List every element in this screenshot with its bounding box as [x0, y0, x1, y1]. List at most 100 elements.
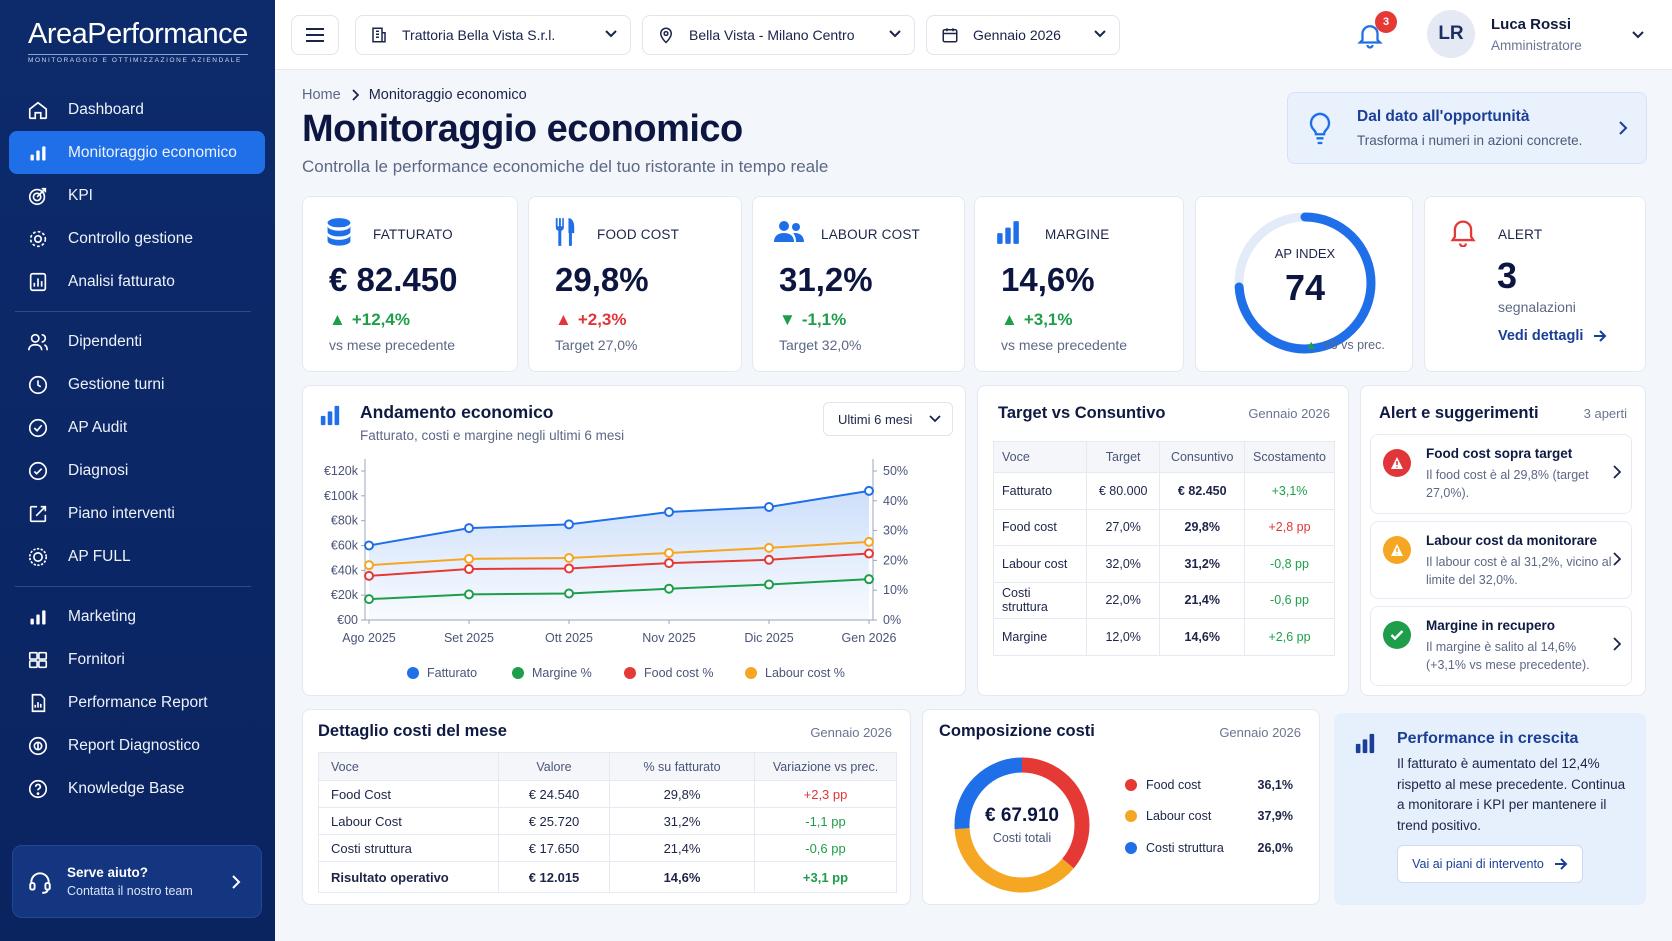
y-tick-label-left: €20k: [331, 588, 359, 602]
period-value: Gennaio 2026: [973, 27, 1061, 43]
table-cell: +3,1%: [1244, 472, 1335, 510]
column-header: Voce: [318, 752, 499, 781]
edit-icon: [27, 503, 49, 525]
composition-period: Gennaio 2026: [1219, 725, 1301, 740]
kpi-value: 14,6%: [1001, 261, 1095, 298]
nav-divider: [15, 586, 251, 587]
triangle-down-icon: ▼: [779, 310, 796, 329]
location-name: Bella Vista - Milano Centro: [689, 27, 855, 43]
sidebar-item-fornitori[interactable]: Fornitori: [9, 638, 265, 681]
brand-logo[interactable]: AreaPerformance MONITORAGGIO E OTTIMIZZA…: [28, 18, 248, 64]
data-point: [564, 563, 574, 574]
chevron-down-icon: [1093, 29, 1107, 39]
composition-title: Composizione costi: [939, 722, 1095, 740]
avatar[interactable]: LR: [1427, 10, 1475, 58]
alert-item[interactable]: Food cost sopra target Il food cost è al…: [1370, 434, 1632, 514]
sidebar-item-ap-audit[interactable]: AP Audit: [9, 406, 265, 449]
truck-icon: [27, 649, 49, 671]
sidebar-item-performance-report[interactable]: Performance Report: [9, 681, 265, 724]
legend-item-costi-struttura: Costi struttura 26,0%: [1125, 841, 1293, 855]
bar-chart-icon: [319, 404, 341, 426]
users-icon: [773, 219, 805, 245]
sidebar-item-label: Knowledge Base: [68, 779, 185, 797]
table-cell: Risultato operativo: [318, 861, 499, 893]
table-cell: 31,2%: [1159, 545, 1246, 583]
triangle-up-icon: ▲: [329, 310, 346, 329]
kpi-card-ap-index[interactable]: AP INDEX 74 ▲ +6 vs prec.: [1195, 196, 1413, 372]
range-select[interactable]: Ultimi 6 mesi: [823, 402, 953, 436]
cost-detail-title: Dettaglio costi del mese: [318, 722, 507, 740]
column-header: Valore: [498, 752, 610, 781]
sidebar-item-ap-full[interactable]: AP FULL: [9, 535, 265, 578]
sidebar-item-monitoraggio-economico[interactable]: Monitoraggio economico: [9, 131, 265, 174]
table-row: Food cost 27,0% 29,8% +2,8 pp: [993, 509, 1335, 546]
column-header: Scostamento: [1244, 441, 1335, 473]
sidebar-item-marketing[interactable]: Marketing: [9, 595, 265, 638]
breadcrumb-home[interactable]: Home: [302, 87, 341, 103]
chevron-down-icon[interactable]: [1631, 30, 1645, 40]
sidebar-item-dashboard[interactable]: Dashboard: [9, 88, 265, 131]
kpi-label: AP INDEX: [1274, 246, 1336, 261]
sidebar-item-label: Marketing: [68, 607, 137, 625]
legend-label: Margine %: [532, 666, 592, 680]
kpi-note: segnalazioni: [1498, 299, 1576, 315]
location-select[interactable]: Bella Vista - Milano Centro: [642, 15, 915, 55]
sidebar-item-report-diagnostico[interactable]: Report Diagnostico: [9, 724, 265, 767]
lightbulb-icon: [1306, 111, 1334, 147]
user-name[interactable]: Luca Rossi: [1491, 16, 1572, 33]
nav-divider: [15, 311, 251, 312]
sidebar-item-kpi[interactable]: KPI: [9, 174, 265, 217]
alert-item[interactable]: Labour cost da monitorare Il labour cost…: [1370, 521, 1632, 599]
insight-banner[interactable]: Dal dato all'opportunità Trasforma i num…: [1287, 92, 1647, 164]
sidebar-item-analisi-fatturato[interactable]: Analisi fatturato: [9, 260, 265, 303]
data-point: [564, 519, 574, 530]
period-select[interactable]: Gennaio 2026: [926, 15, 1120, 55]
column-header: Consuntivo: [1159, 441, 1246, 473]
sidebar-item-diagnosi[interactable]: Diagnosi: [9, 449, 265, 492]
sidebar-item-label: Monitoraggio economico: [68, 143, 237, 161]
kpi-note: Target 32,0%: [779, 337, 862, 353]
sidebar-item-knowledge-base[interactable]: Knowledge Base: [9, 767, 265, 810]
data-point: [764, 502, 774, 513]
table-cell: € 80.000: [1086, 472, 1161, 510]
data-point: [464, 553, 474, 564]
sidebar-item-label: Diagnosi: [68, 461, 129, 479]
help-card[interactable]: Serve aiuto? Contatta il nostro team: [12, 845, 262, 918]
table-cell: 32,0%: [1086, 545, 1161, 583]
legend-dot: [1125, 842, 1137, 854]
company-select[interactable]: Trattoria Bella Vista S.r.l.: [355, 15, 631, 55]
alert-title: Margine in recupero: [1426, 618, 1556, 633]
alert-item[interactable]: Margine in recupero Il margine è salito …: [1370, 606, 1632, 686]
check-shield-icon: [27, 417, 49, 439]
sidebar-item-piano-interventi[interactable]: Piano interventi: [9, 492, 265, 535]
kpi-card-fatturato[interactable]: FATTURATO € 82.450 ▲ +12,4% vs mese prece…: [302, 196, 518, 372]
chevron-right-icon: [1613, 465, 1621, 479]
kpi-card-food-cost[interactable]: FOOD COST 29,8% ▲ +2,3% Target 27,0%: [528, 196, 742, 372]
triangle-up-icon: ▲: [555, 310, 572, 329]
legend-dot: [407, 667, 419, 679]
menu-toggle-button[interactable]: [291, 15, 339, 55]
sidebar-item-controllo-gestione[interactable]: Controllo gestione: [9, 217, 265, 260]
alert-details-link[interactable]: Vedi dettagli: [1498, 328, 1607, 344]
sidebar-item-label: Performance Report: [68, 693, 208, 711]
sidebar-item-gestione-turni[interactable]: Gestione turni: [9, 363, 265, 406]
nav-group-main: Dashboard Monitoraggio economico KPI Con…: [9, 88, 265, 810]
table-cell: 29,8%: [609, 780, 755, 808]
table-cell: Food cost: [993, 509, 1087, 546]
kpi-delta-value: -1,1%: [801, 310, 847, 329]
bell-icon[interactable]: [1355, 20, 1385, 50]
bar-chart-icon: [27, 142, 49, 164]
kpi-card-alert[interactable]: ALERT 3 segnalazioni Vedi dettagli: [1424, 196, 1646, 372]
intervention-plans-button[interactable]: Vai ai piani di intervento: [1397, 845, 1583, 883]
x-tick-label: Nov 2025: [642, 631, 696, 645]
table-row: Margine 12,0% 14,6% +2,6 pp: [993, 618, 1335, 655]
kpi-card-labour-cost[interactable]: LABOUR COST 31,2% ▼ -1,1% Target 32,0%: [752, 196, 965, 372]
sidebar-item-dipendenti[interactable]: Dipendenti: [9, 320, 265, 363]
data-point: [464, 523, 474, 534]
table-row: Risultato operativo € 12.015 14,6% +3,1 pp: [318, 861, 897, 893]
y-tick-label-right: 30%: [883, 524, 908, 538]
data-point: [864, 536, 874, 547]
kpi-card-margine[interactable]: MARGINE 14,6% ▲ +3,1% vs mese precedente: [974, 196, 1184, 372]
kpi-delta: ▲ +12,4%: [329, 310, 410, 330]
question-icon: [27, 778, 49, 800]
